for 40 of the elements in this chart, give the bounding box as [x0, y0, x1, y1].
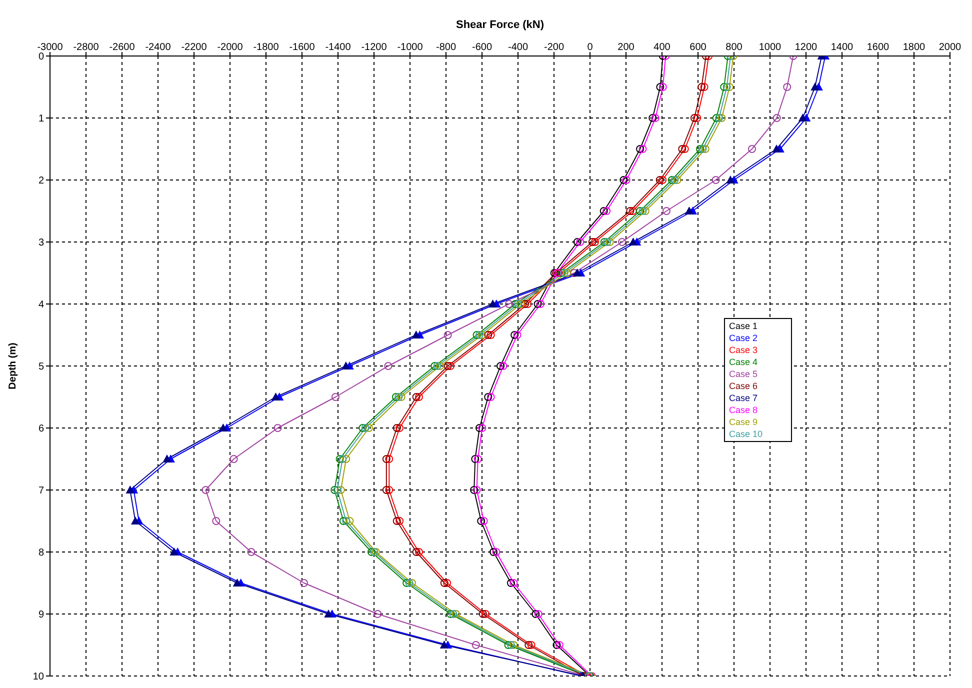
x-tick-label: 200 [618, 42, 635, 53]
x-tick-label: -1400 [325, 42, 352, 53]
legend-box: Case 1 Case 2 Case 3 Case 4 Case 5 Case 6 Case 7 Case 8 Case 9 Case 10 [724, 318, 792, 442]
x-tick-label: -200 [544, 42, 564, 53]
x-tick-label: 0 [587, 42, 594, 53]
y-tick-label: 8 [38, 548, 44, 559]
x-tick-label: -2600 [109, 42, 136, 53]
x-tick-label: -1200 [361, 42, 388, 53]
y-tick-label: 1 [38, 114, 44, 125]
x-tick-label: 400 [654, 42, 671, 53]
x-tick-label: 2000 [938, 42, 962, 53]
y-tick-label: 9 [38, 610, 44, 621]
y-tick-label: 6 [38, 424, 44, 435]
x-tick-label: 1600 [866, 42, 890, 53]
y-tick-label: 10 [32, 672, 44, 683]
x-tick-label: 1000 [758, 42, 782, 53]
y-tick-label: 7 [38, 486, 44, 497]
y-tick-label: 5 [38, 362, 44, 373]
x-tick-label: 1800 [902, 42, 926, 53]
y-axis-title: Depth (m) [8, 342, 19, 390]
x-tick-label: -3000 [37, 42, 64, 53]
x-tick-label: 800 [726, 42, 743, 53]
x-tick-label: 600 [690, 42, 707, 53]
x-tick-label: 1400 [830, 42, 854, 53]
x-tick-label: -800 [436, 42, 456, 53]
x-tick-label: -2200 [181, 42, 208, 53]
y-tick-label: 0 [38, 52, 44, 63]
x-axis-title: Shear Force (kN) [456, 18, 544, 31]
x-tick-label: -1600 [289, 42, 316, 53]
x-tick-label: -600 [472, 42, 492, 53]
y-tick-label: 2 [38, 176, 44, 187]
x-tick-label: -2800 [73, 42, 100, 53]
y-tick-label: 3 [38, 238, 44, 249]
x-tick-label: -2400 [145, 42, 172, 53]
x-tick-label: -2000 [217, 42, 244, 53]
x-tick-label: -1000 [397, 42, 424, 53]
x-tick-label: -400 [508, 42, 528, 53]
y-tick-label: 4 [38, 300, 44, 311]
x-tick-label: 1200 [794, 42, 818, 53]
x-tick-label: -1800 [253, 42, 280, 53]
